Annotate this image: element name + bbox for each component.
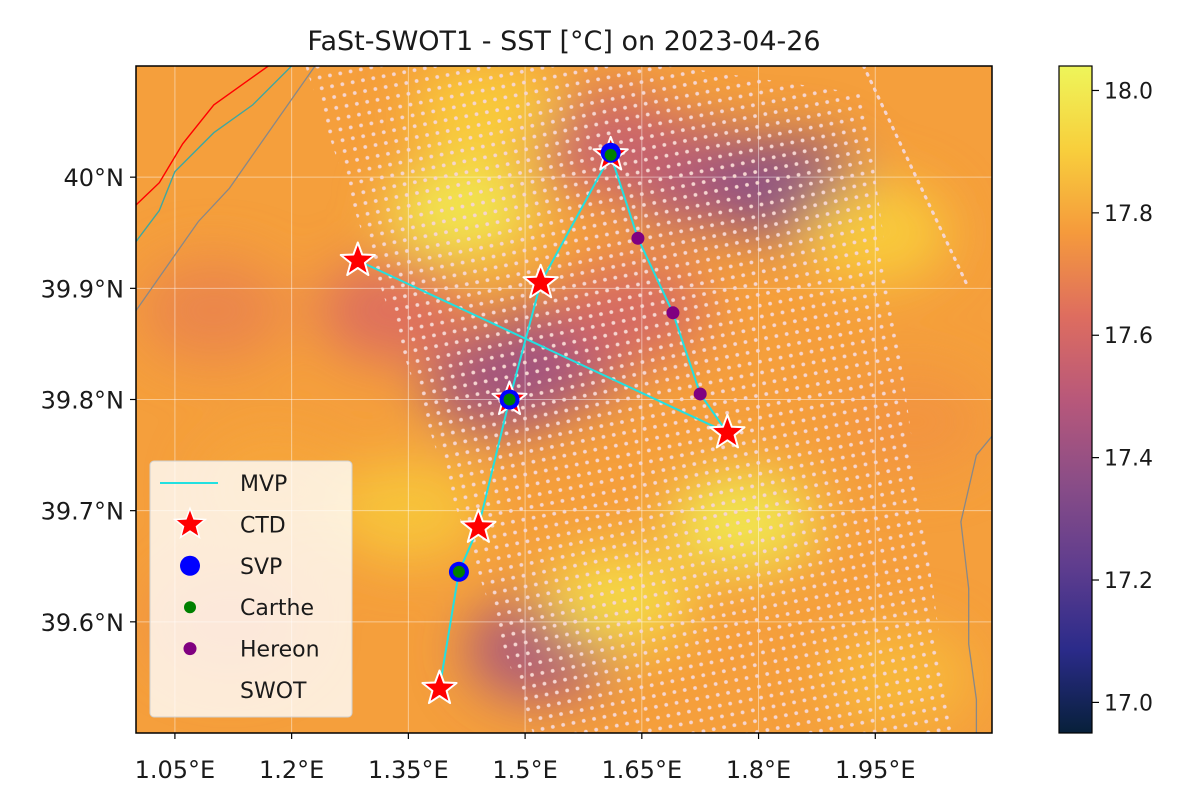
coastline-teal (136, 66, 293, 243)
longitude-tick-label: 1.35°E (368, 756, 449, 784)
ctd-marker (709, 413, 746, 449)
ctd-marker (339, 241, 376, 277)
longitude-ticks: 1.05°E 1.2°E 1.35°E 1.5°E 1.65°E 1.8°E 1.95°E (135, 733, 916, 784)
colorbar-tick-label: 17.0 (1104, 691, 1153, 716)
legend-item-hereon: Hereon (183, 638, 320, 663)
legend-svp-dot (180, 555, 200, 576)
colorbar-tick-label: 18.0 (1104, 79, 1153, 104)
ctd-marker (460, 508, 497, 543)
legend-label: SVP (240, 555, 282, 580)
longitude-tick-label: 1.8°E (726, 756, 791, 784)
coastline-red (136, 66, 269, 206)
coastlines (136, 66, 992, 733)
legend-item-ctd: CTD (172, 506, 286, 539)
hereon-marker (693, 387, 707, 401)
sst-patch (333, 458, 484, 563)
legend-hereon-dot (183, 642, 197, 656)
longitude-tick-label: 1.05°E (135, 756, 216, 784)
colorbar-tick-label: 17.2 (1104, 569, 1153, 594)
ctd-marker (421, 669, 458, 705)
coastline-gray-se (960, 435, 992, 733)
legend-label: MVP (240, 472, 287, 497)
longitude-tick-label: 1.65°E (602, 756, 683, 784)
ctd-marker (522, 263, 559, 299)
longitude-tick-label: 1.2°E (259, 756, 324, 784)
map-area (136, 66, 992, 733)
latitude-ticks: 40°N 39.9°N 39.8°N 39.7°N 39.6°N (41, 164, 136, 637)
legend-label: Hereon (240, 638, 320, 663)
carthe-marker (604, 148, 617, 161)
mvp-track (438, 154, 612, 689)
legend-item-swot: SWOT (240, 679, 307, 704)
swot-swath (305, 66, 954, 733)
latitude-tick-label: 39.6°N (41, 609, 124, 637)
longitude-tick-label: 1.95°E (835, 756, 916, 784)
hereon-marker (666, 306, 680, 320)
sst-patch (138, 258, 289, 363)
legend-box (149, 460, 353, 718)
carthe-marker (503, 393, 516, 406)
coastline-gray-nw (136, 66, 316, 311)
hereon-marker (631, 231, 645, 245)
legend-label: CTD (240, 513, 286, 538)
latitude-tick-label: 40°N (64, 164, 125, 192)
station-markers (339, 135, 746, 705)
colorbar: 17.0 17.2 17.4 17.6 17.8 18.0 (1058, 65, 1153, 734)
latitude-tick-label: 39.8°N (41, 387, 124, 415)
carthe-marker (452, 565, 465, 578)
swot-nadir-line (862, 66, 971, 290)
legend-ctd-star (172, 506, 208, 539)
colorbar-tick-label: 17.8 (1104, 202, 1153, 227)
legend-label: SWOT (240, 679, 307, 704)
longitude-tick-label: 1.5°E (492, 756, 557, 784)
legend-item-carthe: Carthe (184, 596, 314, 621)
colorbar-tick-label: 17.4 (1104, 447, 1153, 472)
map-title: FaSt-SWOT1 - SST [°C] on 2023-04-26 (307, 26, 820, 57)
legend-label: Carthe (240, 596, 314, 621)
latitude-tick-label: 39.9°N (41, 275, 124, 303)
legend-item-svp: SVP (180, 555, 282, 580)
latitude-tick-label: 39.7°N (41, 498, 124, 526)
legend-carthe-dot (184, 601, 196, 614)
legend: MVP CTD SVP Carthe Hereon SWOT (149, 460, 353, 718)
legend-item-mvp: MVP (160, 472, 287, 497)
colorbar-gradient (1058, 65, 1093, 734)
colorbar-tick-label: 17.6 (1104, 324, 1153, 349)
mvp-track (357, 259, 728, 434)
